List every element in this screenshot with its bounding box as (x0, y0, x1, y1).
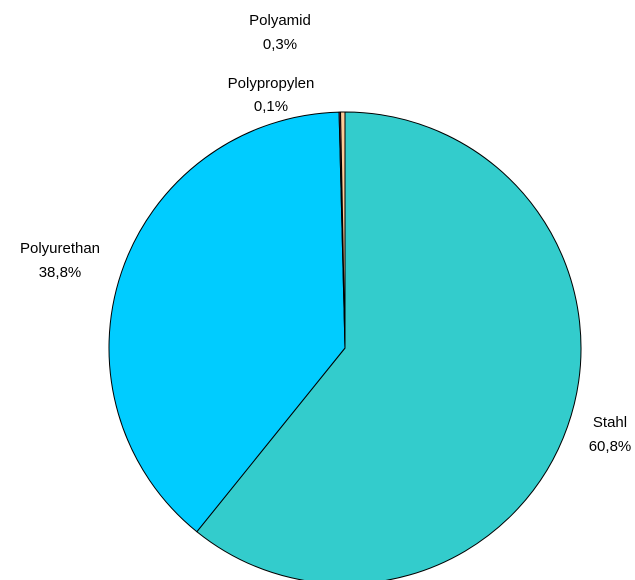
label-value-polyurethan: 38,8% (39, 264, 82, 281)
slice-polyurethan (108, 111, 346, 533)
label-value-polyamid: 0,3% (263, 36, 297, 53)
label-value-stahl: 60,8% (589, 438, 632, 455)
label-name-polyurethan: Polyurethan (20, 240, 100, 257)
label-value-polypropylen: 0,1% (254, 98, 288, 115)
label-name-polypropylen: Polypropylen (228, 75, 315, 92)
label-name-polyamid: Polyamid (249, 12, 311, 29)
slice-stahl (196, 111, 582, 580)
label-name-stahl: Stahl (593, 414, 627, 431)
slice-polyamid (340, 111, 346, 349)
pie-labels: Stahl 60,8% Polyurethan 38,8% Polypropyl… (20, 12, 631, 455)
pie-slices (108, 111, 582, 580)
